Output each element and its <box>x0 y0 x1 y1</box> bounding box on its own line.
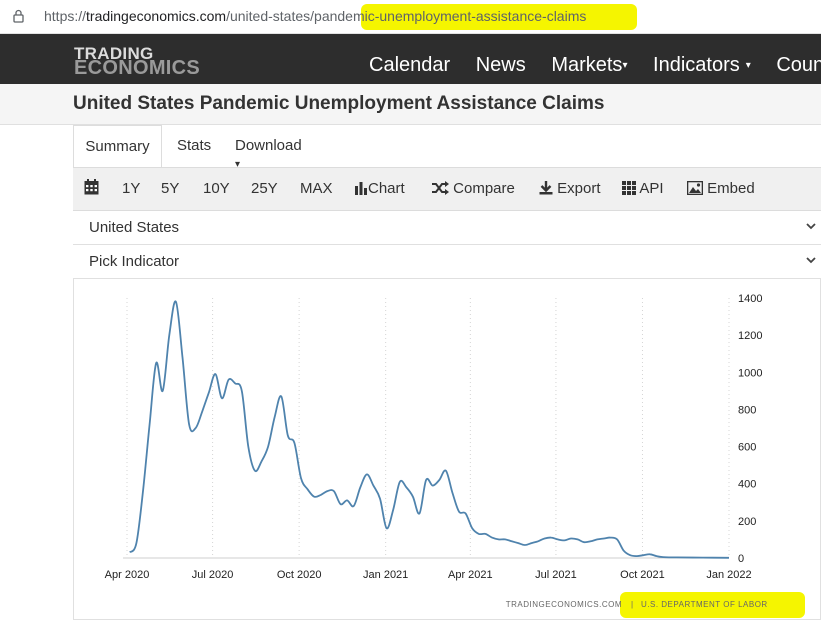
y-tick-label: 0 <box>738 553 744 565</box>
caret-down-icon: ▾ <box>622 60 628 72</box>
url-text[interactable]: https://tradingeconomics.com/united-stat… <box>44 8 586 24</box>
y-tick-label: 600 <box>738 442 756 454</box>
x-tick-label: Jul 2020 <box>192 569 234 581</box>
bar-chart-icon <box>355 182 367 195</box>
tab-stats[interactable]: Stats <box>177 137 212 154</box>
country-select[interactable]: United States <box>73 211 821 245</box>
url-highlight <box>361 4 637 30</box>
x-tick-label: Apr 2020 <box>105 569 150 581</box>
export-button[interactable]: Export <box>539 180 601 197</box>
chart-button[interactable]: Chart <box>354 180 405 197</box>
caret-down-icon: ▾ <box>745 60 751 72</box>
source-highlight <box>620 592 805 618</box>
embed-button[interactable]: Embed <box>686 180 755 197</box>
compare-label: Compare <box>453 180 515 197</box>
shuffle-icon <box>432 181 449 195</box>
source-site: TRADINGECONOMICS.COM <box>506 600 622 609</box>
tab-summary[interactable]: Summary <box>73 125 162 167</box>
grid-icon <box>622 181 636 195</box>
x-tick-label: Oct 2021 <box>620 569 665 581</box>
range-max[interactable]: MAX <box>300 180 333 197</box>
x-tick-label: Oct 2020 <box>277 569 322 581</box>
api-button[interactable]: API <box>622 180 664 197</box>
y-tick-label: 1200 <box>738 330 762 342</box>
chart-toolbar: 1Y 5Y 10Y 25Y MAX Chart Compare Export A… <box>73 167 821 211</box>
calendar-icon[interactable] <box>84 179 99 197</box>
x-tick-label: Jul 2021 <box>535 569 577 581</box>
nav-markets-label: Markets <box>551 54 623 76</box>
source-separator: | <box>631 600 633 609</box>
nav-news[interactable]: News <box>475 54 526 76</box>
x-tick-label: Jan 2021 <box>363 569 408 581</box>
tab-download-label: Download <box>235 137 302 154</box>
tab-download[interactable]: Download ▾ <box>235 125 302 170</box>
range-10y[interactable]: 10Y <box>203 180 230 197</box>
browser-url-bar[interactable]: https://tradingeconomics.com/united-stat… <box>0 0 821 34</box>
indicator-select-value: Pick Indicator <box>89 253 180 270</box>
y-tick-label: 800 <box>738 404 756 416</box>
nav-countries[interactable]: Countri <box>776 54 821 76</box>
url-host: tradingeconomics.com <box>86 8 227 24</box>
range-25y[interactable]: 25Y <box>251 180 278 197</box>
url-path: /united-states/pandemic-unemployment-ass… <box>226 8 587 24</box>
y-tick-label: 400 <box>738 479 756 491</box>
site-logo[interactable]: TRADING ECONOMICS <box>74 44 201 79</box>
nav-markets[interactable]: Markets▾ <box>551 54 627 76</box>
image-icon <box>686 180 704 196</box>
page-title: United States Pandemic Unemployment Assi… <box>73 93 605 114</box>
chevron-down-icon <box>806 223 816 230</box>
range-5y[interactable]: 5Y <box>161 180 180 197</box>
chevron-down-icon <box>806 257 816 264</box>
x-tick-label: Jan 2022 <box>706 569 751 581</box>
title-band: United States Pandemic Unemployment Assi… <box>0 84 821 125</box>
country-select-value: United States <box>89 219 180 236</box>
range-1y[interactable]: 1Y <box>122 180 141 197</box>
y-tick-label: 1000 <box>738 367 762 379</box>
top-navigation: TRADING ECONOMICS Calendar News Markets▾… <box>0 34 821 84</box>
url-scheme: https:// <box>44 8 87 24</box>
indicator-select[interactable]: Pick Indicator <box>73 245 821 279</box>
y-tick-label: 1400 <box>738 293 762 305</box>
export-label: Export <box>557 180 601 197</box>
chart-label: Chart <box>368 180 405 197</box>
y-tick-label: 200 <box>738 516 756 528</box>
api-label: API <box>639 180 664 197</box>
chart-grid <box>123 298 730 559</box>
nav-calendar[interactable]: Calendar <box>369 54 451 76</box>
nav-indicators[interactable]: Indicators ▾ <box>653 54 751 76</box>
caret-down-icon: ▾ <box>235 159 241 170</box>
y-axis-ticks: 1400 1200 1000 800 600 400 200 0 <box>738 293 762 565</box>
logo-line-2: ECONOMICS <box>74 57 201 79</box>
embed-label: Embed <box>707 180 755 197</box>
source-agency: U.S. DEPARTMENT OF LABOR <box>641 600 768 609</box>
lock-icon <box>13 9 24 23</box>
x-axis-ticks: Apr 2020 Jul 2020 Oct 2020 Jan 2021 Apr 2021… <box>105 569 752 581</box>
logo-line-1: TRADING <box>74 44 154 63</box>
x-tick-label: Apr 2021 <box>448 569 493 581</box>
nav-indicators-label: Indicators <box>653 54 740 76</box>
series-line <box>129 300 730 559</box>
compare-button[interactable]: Compare <box>431 180 515 197</box>
download-icon <box>539 181 553 195</box>
